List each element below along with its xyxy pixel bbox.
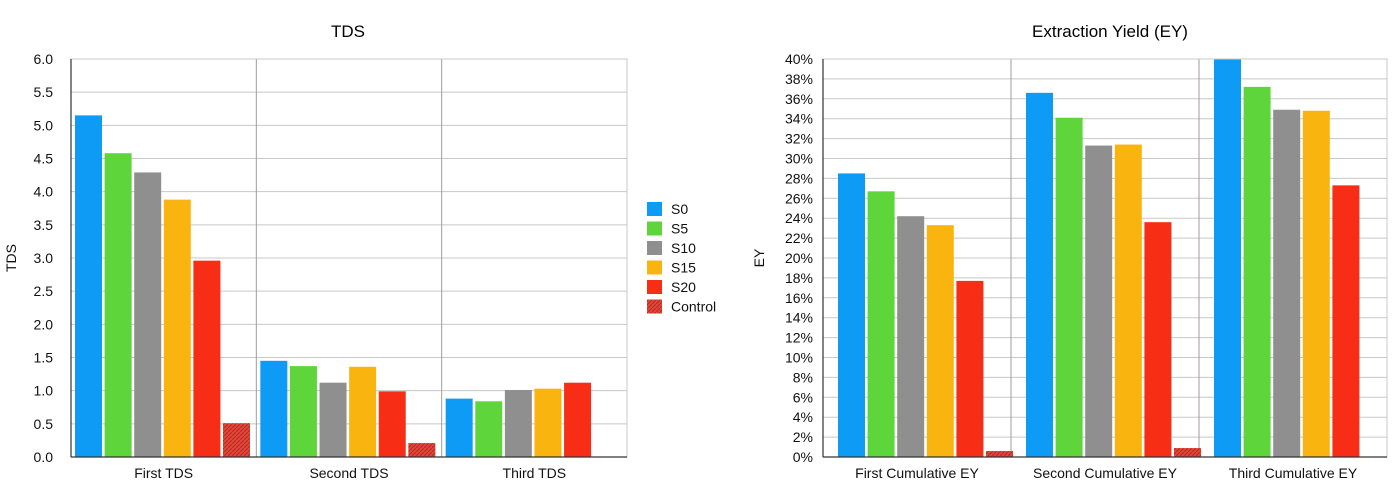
ey-bar-control <box>1174 448 1201 457</box>
tds-y-tick-label: 0.0 <box>34 449 54 465</box>
ey-y-tick-label: 22% <box>785 230 813 246</box>
tds-bar-s20 <box>193 260 221 457</box>
ey-y-tick-label: 40% <box>785 51 813 67</box>
ey-y-tick-label: 12% <box>785 330 813 346</box>
ey-bar-s10 <box>897 216 925 457</box>
ey-y-tick-label: 34% <box>785 111 813 127</box>
tds-category-label: Third TDS <box>503 465 567 481</box>
ey-bar-s15 <box>1302 110 1330 458</box>
tds-y-tick-label: 2.0 <box>34 316 54 332</box>
tds-y-tick-label: 4.0 <box>34 184 54 200</box>
tds-bar-s15 <box>163 199 191 458</box>
tds-bar-s15 <box>534 388 562 457</box>
ey-category-label: Third Cumulative EY <box>1229 465 1358 481</box>
ey-y-tick-label: 24% <box>785 210 813 226</box>
legend-label-s20: S20 <box>671 279 696 295</box>
ey-y-tick-label: 4% <box>793 409 813 425</box>
ey-y-tick-label: 10% <box>785 350 813 366</box>
tds-bar-s5 <box>475 401 503 457</box>
tds-category-label: Second TDS <box>309 465 388 481</box>
tds-bar-s10 <box>504 390 532 457</box>
ey-chart-title: Extraction Yield (EY) <box>1032 22 1188 41</box>
legend-swatch-s10 <box>647 241 662 255</box>
ey-bar-s0 <box>1214 59 1241 457</box>
legend-label-s15: S15 <box>671 260 696 276</box>
legend-swatch-s5 <box>647 221 662 236</box>
tds-bar-s20 <box>564 382 592 457</box>
ey-y-tick-label: 14% <box>785 310 813 326</box>
tds-bar-control <box>408 443 436 457</box>
ey-bar-s0 <box>838 173 865 458</box>
tds-bar-s5 <box>289 366 317 457</box>
ey-bar-control <box>986 451 1013 457</box>
tds-bar-s0 <box>445 398 473 457</box>
tds-y-tick-label: 1.5 <box>34 350 54 366</box>
tds-bar-s10 <box>134 172 162 457</box>
ey-bar-s5 <box>1055 117 1083 457</box>
ey-bar-s10 <box>1085 145 1113 457</box>
ey-bar-s10 <box>1273 109 1301 458</box>
legend: S0 S5 S10 S15 S20 Control <box>647 201 716 315</box>
legend-swatch-s20 <box>647 280 662 294</box>
ey-y-tick-label: 18% <box>785 270 813 286</box>
ey-bar-s20 <box>1332 185 1360 458</box>
tds-y-axis-label: TDS <box>3 244 19 272</box>
ey-y-tick-label: 30% <box>785 151 813 167</box>
tds-bar-s0 <box>75 115 102 457</box>
ey-y-tick-label: 32% <box>785 131 813 147</box>
legend-label-s0: S0 <box>671 201 688 217</box>
ey-chart: Extraction Yield (EY) EY 0% 2% 4% 6% 8% 10% 12… <box>751 22 1388 481</box>
legend-swatch-s15 <box>647 260 662 275</box>
tds-y-tick-label: 2.5 <box>34 283 54 299</box>
ey-y-tick-label: 36% <box>785 91 813 107</box>
ey-bar-s5 <box>867 191 895 457</box>
ey-y-tick-label: 16% <box>785 290 813 306</box>
legend-label-control: Control <box>671 299 716 315</box>
tds-y-tick-label: 6.0 <box>34 51 54 67</box>
ey-y-tick-label: 2% <box>793 429 813 445</box>
ey-category-label: First Cumulative EY <box>855 465 979 481</box>
ey-y-tick-label: 26% <box>785 190 813 206</box>
tds-y-tick-label: 3.0 <box>34 250 54 266</box>
tds-chart-title: TDS <box>331 22 365 41</box>
legend-swatch-control <box>647 299 662 314</box>
ey-bar-s0 <box>1026 92 1053 457</box>
ey-bar-s20 <box>956 280 984 457</box>
ey-y-axis-label: EY <box>751 248 767 267</box>
ey-bar-s20 <box>1144 222 1172 457</box>
legend-label-s10: S10 <box>671 240 696 256</box>
ey-y-tick-label: 38% <box>785 71 813 87</box>
tds-y-tick-label: 5.5 <box>34 84 54 100</box>
tds-chart: TDS TDS 0.0 0.5 1.0 1.5 2.0 2.5 3.0 3.5 4.0 4.5 5.… <box>3 22 628 481</box>
tds-bar-control <box>223 423 250 457</box>
ey-y-tick-label: 28% <box>785 170 813 186</box>
ey-bar-s5 <box>1243 86 1271 458</box>
ey-y-tick-label: 0% <box>793 449 813 465</box>
ey-bar-s15 <box>1114 144 1142 457</box>
tds-y-tick-label: 3.5 <box>34 217 54 233</box>
legend-label-s5: S5 <box>671 221 688 237</box>
tds-bar-s5 <box>104 153 132 457</box>
tds-y-tick-label: 0.5 <box>34 416 54 432</box>
ey-y-tick-label: 8% <box>793 369 813 385</box>
ey-y-tick-label: 20% <box>785 250 813 266</box>
tds-y-tick-label: 4.5 <box>34 151 54 167</box>
legend-swatch-s0 <box>647 202 662 216</box>
tds-bar-s20 <box>378 391 406 457</box>
tds-category-label: First TDS <box>134 465 193 481</box>
tds-y-tick-label: 1.0 <box>34 383 54 399</box>
ey-y-tick-label: 6% <box>793 389 813 405</box>
tds-bar-s15 <box>349 366 377 457</box>
ey-category-label: Second Cumulative EY <box>1033 465 1178 481</box>
tds-y-tick-label: 5.0 <box>34 117 54 133</box>
tds-bar-s0 <box>260 360 288 457</box>
tds-bar-s10 <box>319 382 347 457</box>
ey-bar-s15 <box>926 225 954 457</box>
